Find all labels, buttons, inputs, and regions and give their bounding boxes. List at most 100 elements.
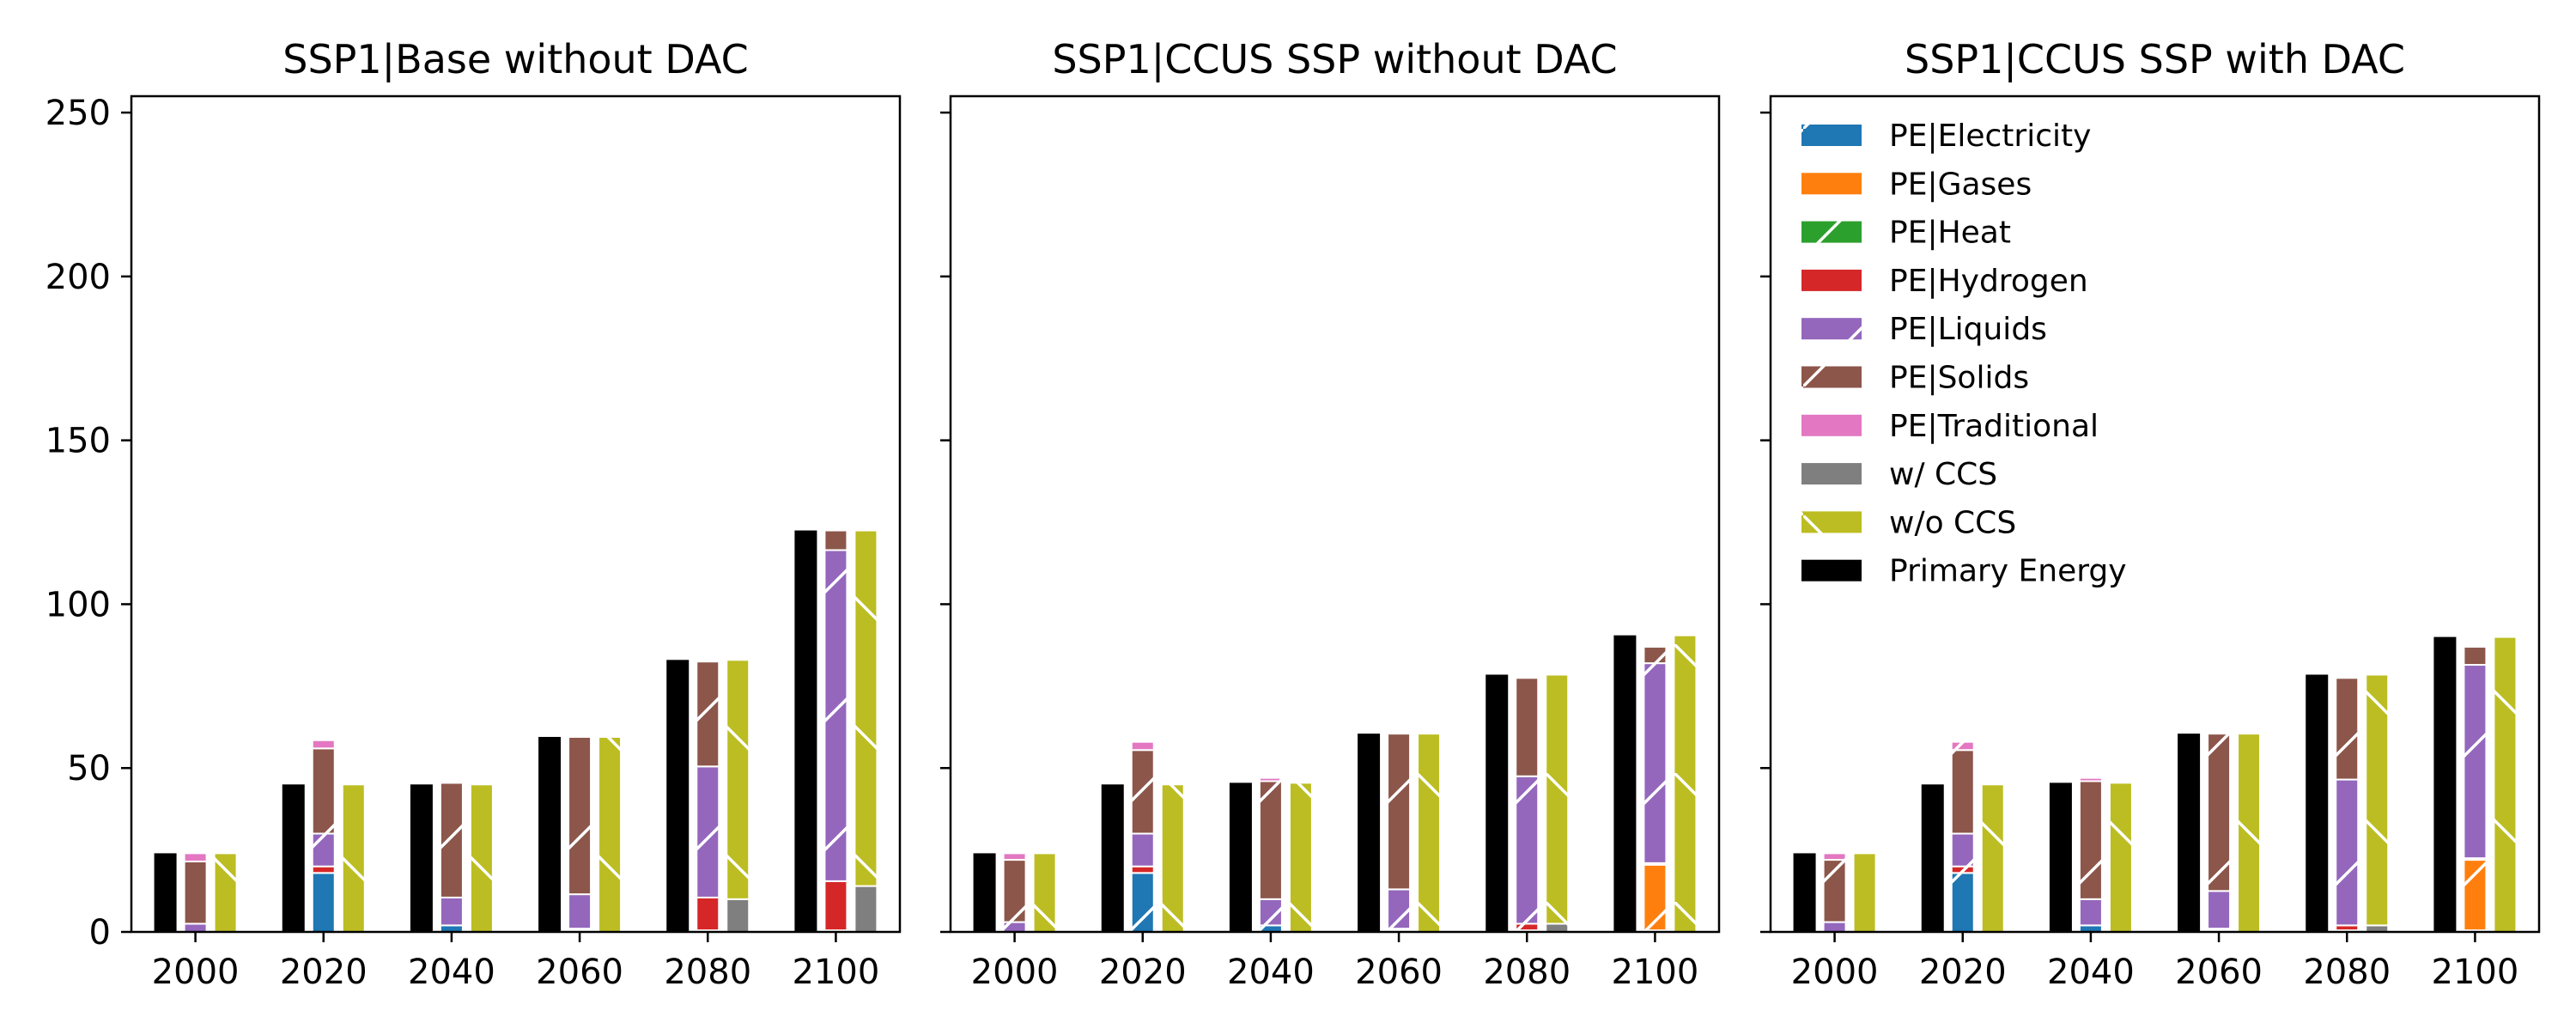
bar-segment-liquids [2078, 898, 2103, 927]
bar-segment-traditional [183, 852, 208, 862]
axes-frame [949, 94, 1721, 934]
legend-swatch [1801, 559, 1862, 581]
bar-segment-noccs [1852, 852, 1877, 933]
period-group [666, 659, 750, 934]
bar-segment-gases [1643, 863, 1668, 932]
bar-primary-energy [410, 784, 433, 932]
bar-segment-gases [2463, 859, 2488, 932]
bar-segment-solids [1643, 646, 1668, 665]
bar-segment-noccs [2108, 782, 2133, 934]
period-group [2049, 776, 2133, 934]
legend-swatch [1801, 463, 1862, 485]
bar-segment-solids [2207, 733, 2232, 892]
bar-primary-energy [1793, 853, 1816, 932]
legend-item: PE|Liquids [1801, 312, 2047, 347]
bar-primary-energy [1101, 784, 1124, 932]
x-tick-label: 2080 [1483, 953, 1571, 992]
period-group [2433, 636, 2518, 934]
legend-swatch [1801, 511, 1862, 533]
x-tick-label: 2040 [2047, 953, 2135, 992]
bar-segment-liquids [311, 832, 336, 868]
legend: PE|Electricity PE|Gases PE|Heat PE|Hydrogen… [1801, 119, 2127, 589]
bar-segment-noccs [854, 529, 878, 887]
x-tick-label: 2060 [536, 953, 623, 992]
x-tick-label: 2100 [1612, 953, 1699, 992]
x-tick-label: 2040 [1227, 953, 1315, 992]
legend-label: PE|Electricity [1889, 119, 2091, 154]
bar-segment-noccs [1545, 673, 1570, 925]
bar-segment-hydrogen [1515, 922, 1540, 932]
legend-label: PE|Traditional [1889, 409, 2099, 444]
legend-item: Primary Energy [1801, 554, 2127, 589]
bar-primary-energy [666, 660, 690, 932]
period-group [1613, 634, 1698, 934]
legend-item: PE|Solids [1801, 361, 2029, 396]
bar-segment-traditional [2078, 776, 2103, 782]
bar-segment-noccs [1417, 733, 1442, 934]
panel-3: SSP1|CCUS SSP with DAC 2000 2020 2040 2060 20… [1760, 36, 2541, 992]
period-group [154, 852, 238, 934]
bar-segment-liquids [1387, 888, 1412, 930]
y-tick-label: 100 [46, 585, 111, 624]
bar-segment-noccs [469, 783, 494, 934]
bar-segment-noccs [1288, 782, 1313, 934]
bar-segment-liquids [439, 896, 464, 927]
bar-segment-solids [311, 747, 336, 835]
bar-primary-energy [973, 853, 996, 932]
bar-segment-liquids [1002, 921, 1027, 934]
bar-segment-liquids [1130, 832, 1155, 868]
period-group [410, 780, 494, 934]
bar-primary-energy [794, 530, 817, 932]
legend-swatch [1801, 414, 1862, 436]
bar-segment-solids [439, 782, 464, 898]
legend-label: w/o CCS [1889, 505, 2016, 540]
bar-segment-traditional [1002, 852, 1027, 861]
bar-segment-traditional [1822, 852, 1847, 861]
bar-segment-solids [568, 735, 592, 896]
bar-segment-ccs [854, 885, 878, 934]
bar-segment-hydrogen [696, 896, 720, 932]
bar-primary-energy [282, 784, 305, 932]
bar-segment-ccs [1545, 922, 1570, 934]
bar-segment-solids [2335, 677, 2360, 781]
legend-swatch [1801, 269, 1862, 291]
bar-segment-solids [1130, 749, 1155, 835]
axes-frame [1769, 94, 2541, 934]
bar-primary-energy [154, 853, 177, 932]
x-tick-label: 2020 [280, 953, 368, 992]
bar-primary-energy [2433, 636, 2457, 932]
panel-title: SSP1|CCUS SSP with DAC [1905, 36, 2405, 83]
legend-label: PE|Hydrogen [1889, 264, 2088, 299]
bar-segment-liquids [696, 765, 720, 898]
bar-segment-traditional [311, 739, 336, 750]
legend-label: PE|Liquids [1889, 312, 2047, 347]
bar-primary-energy [1358, 734, 1381, 932]
legend-swatch [1801, 221, 1862, 243]
period-group [1793, 852, 1877, 934]
bar-segment-noccs [726, 659, 750, 900]
bar-primary-energy [2306, 674, 2329, 932]
period-group [794, 529, 878, 934]
axes-frame [130, 94, 902, 934]
bar-segment-solids [2463, 646, 2488, 667]
x-tick-label: 2020 [1099, 953, 1187, 992]
legend-label: PE|Solids [1889, 361, 2029, 396]
x-tick-label: 2000 [152, 953, 240, 992]
x-tick-label: 2040 [408, 953, 495, 992]
period-group [2178, 733, 2262, 934]
legend-item: PE|Traditional [1801, 409, 2099, 444]
bar-segment-solids [1387, 733, 1412, 891]
period-group [973, 852, 1057, 934]
legend-item: PE|Heat [1801, 216, 2011, 251]
bar-segment-traditional [1130, 740, 1155, 752]
y-tick-label: 150 [46, 422, 111, 461]
bar-segment-liquids [823, 549, 848, 882]
legend-swatch [1801, 318, 1862, 340]
bar-segment-ccs [726, 898, 750, 934]
bar-segment-electricity [1950, 872, 1975, 933]
period-group [1229, 776, 1313, 934]
legend-swatch [1801, 173, 1862, 195]
bar-segment-noccs [1673, 634, 1698, 934]
